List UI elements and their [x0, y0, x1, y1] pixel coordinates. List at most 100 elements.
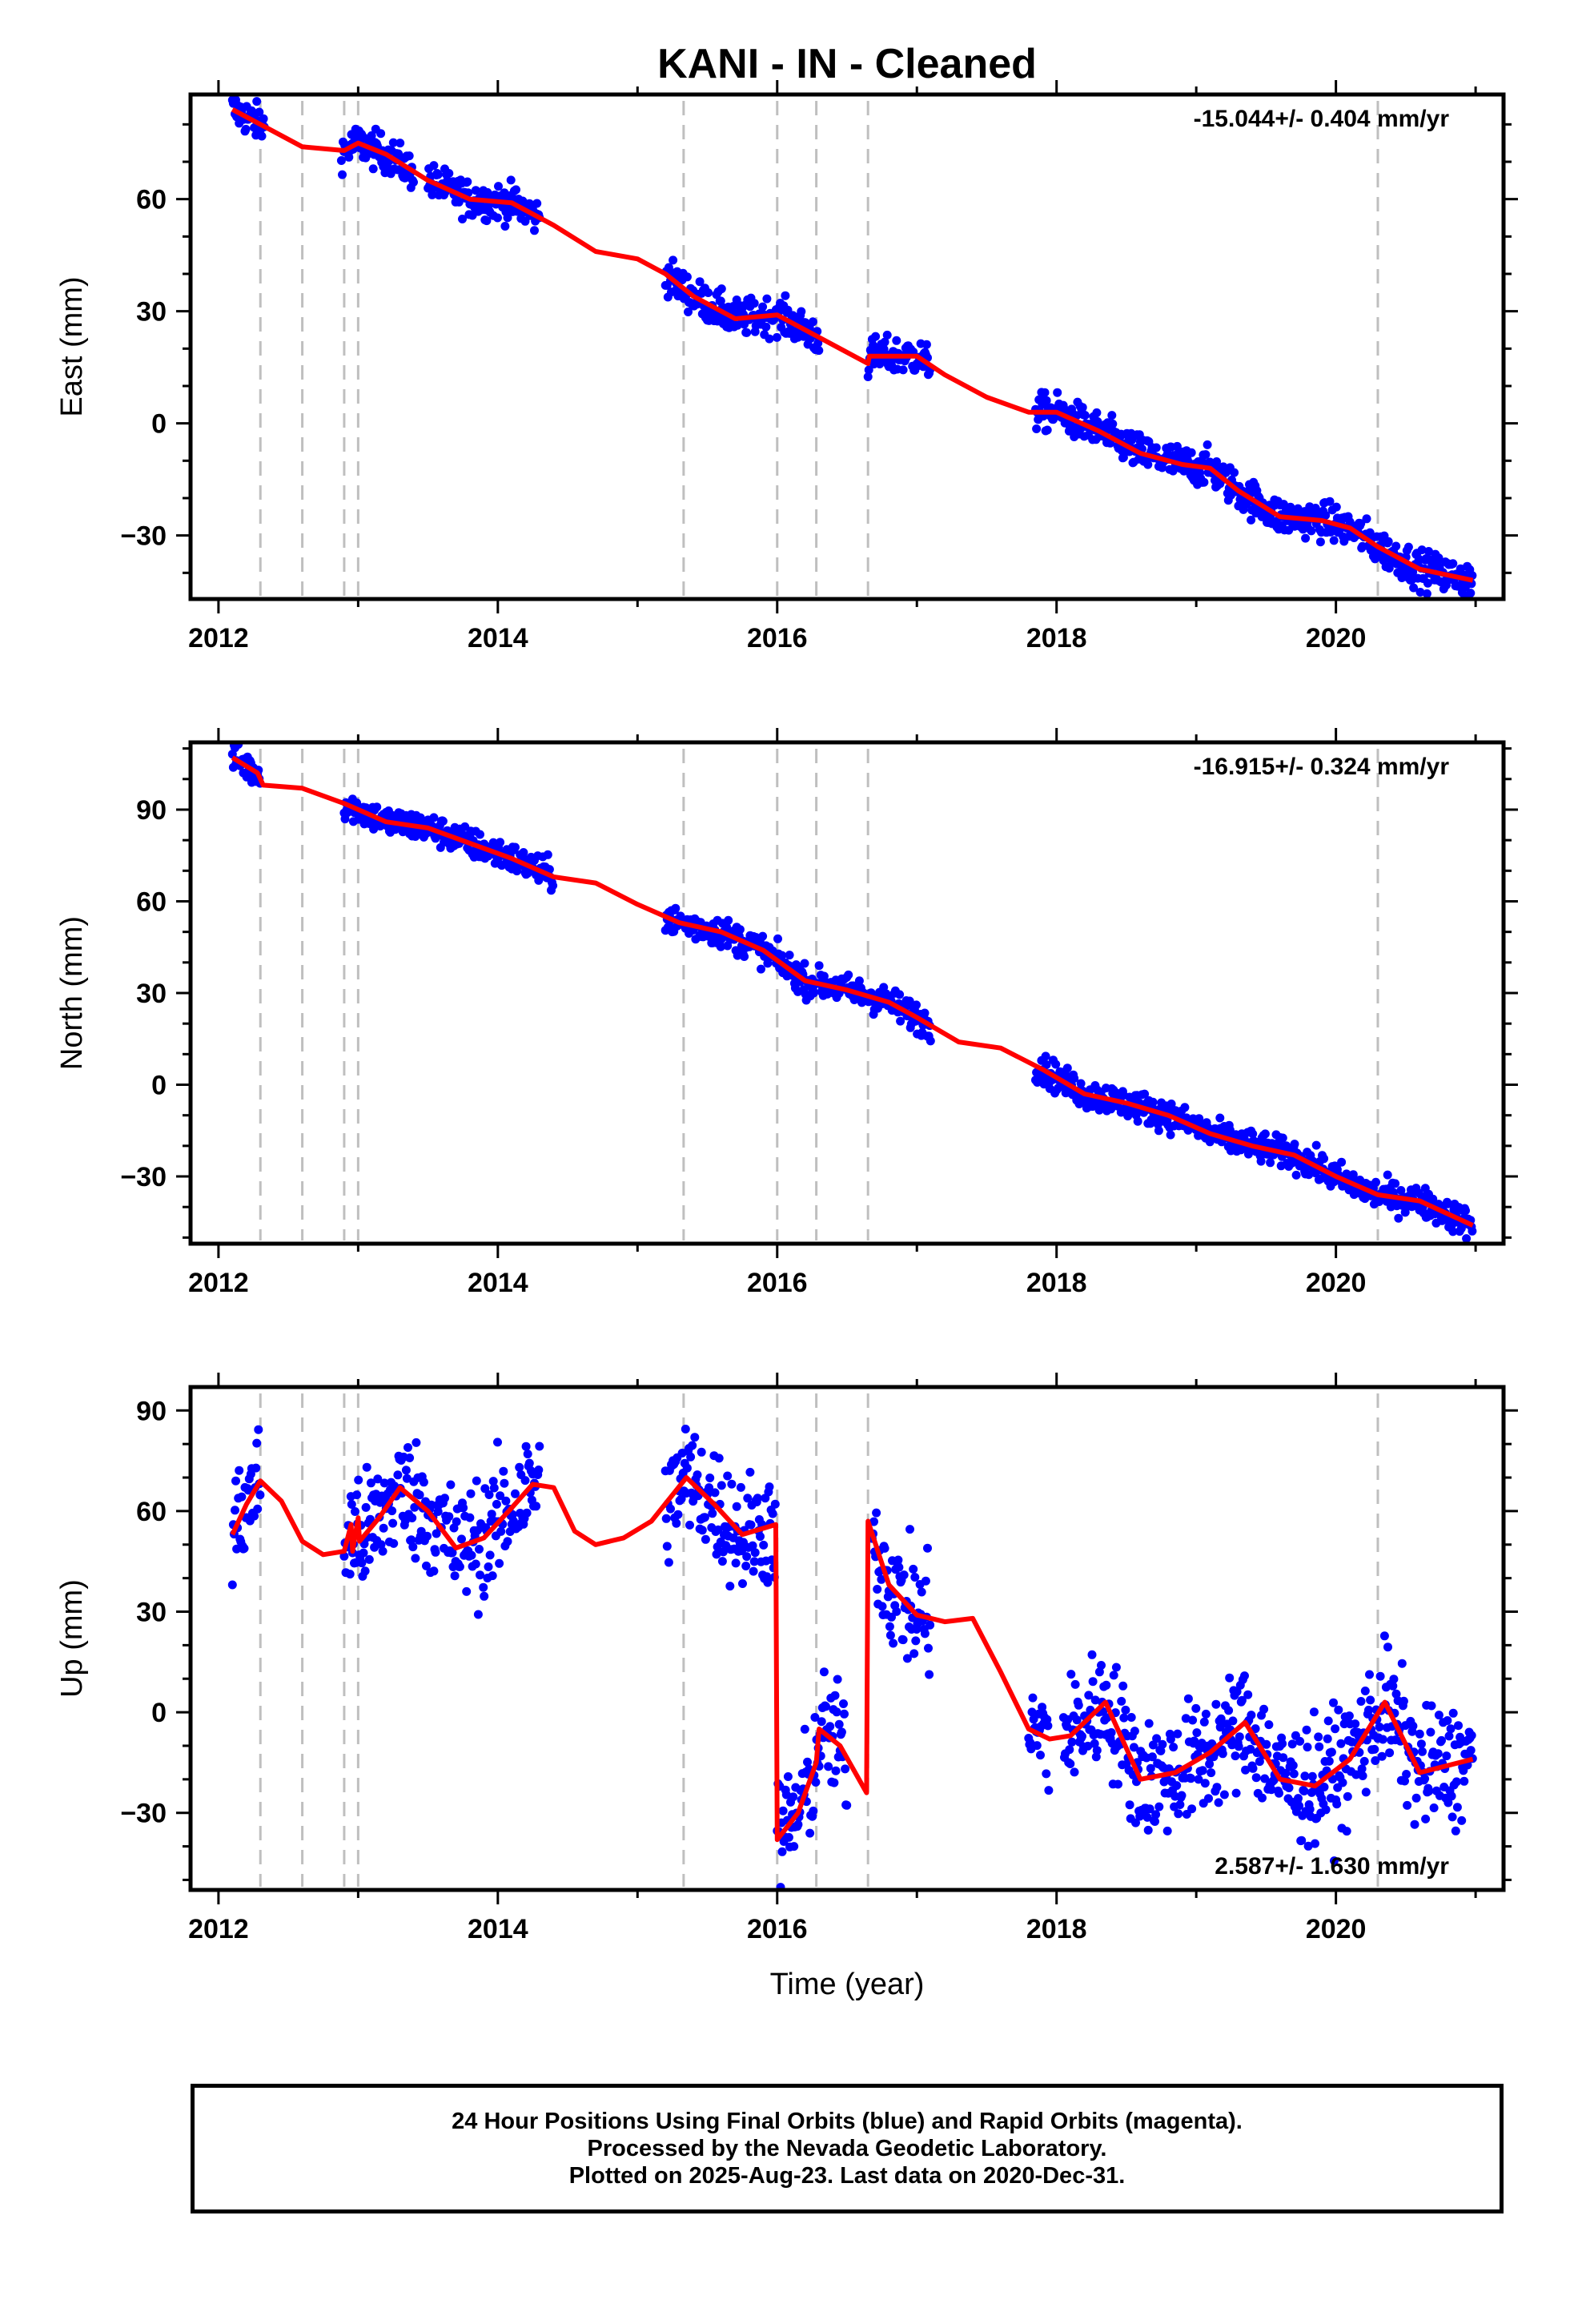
data-point — [1424, 547, 1433, 556]
data-point — [484, 1490, 494, 1499]
data-point — [1241, 1765, 1251, 1775]
data-point — [429, 161, 439, 171]
data-point — [1307, 1771, 1317, 1781]
data-point — [1177, 1791, 1186, 1800]
data-point — [459, 1503, 468, 1513]
data-point — [408, 1514, 417, 1522]
data-point — [681, 1425, 690, 1433]
data-point — [1203, 440, 1212, 449]
data-point — [1251, 1773, 1261, 1783]
data-point — [923, 1543, 932, 1553]
data-point — [1192, 1728, 1202, 1738]
data-point — [1388, 1681, 1398, 1691]
data-point — [235, 1466, 244, 1475]
data-point — [877, 1602, 887, 1611]
data-point — [1036, 1751, 1045, 1760]
data-point — [1169, 1743, 1178, 1752]
data-point — [824, 1762, 833, 1771]
data-point — [1251, 1724, 1260, 1734]
data-point — [781, 291, 790, 300]
data-point — [803, 1757, 812, 1767]
data-point — [1243, 1690, 1253, 1699]
data-point — [1321, 1805, 1331, 1815]
data-point — [1383, 1642, 1392, 1652]
data-point — [1042, 1769, 1051, 1779]
data-point — [748, 1541, 757, 1550]
data-point — [458, 215, 467, 223]
data-point — [344, 152, 354, 162]
data-point — [1446, 1724, 1456, 1734]
data-point — [347, 1500, 356, 1509]
data-point — [503, 213, 512, 223]
data-point — [1466, 1746, 1476, 1755]
data-point — [1361, 1787, 1371, 1797]
data-point — [1151, 443, 1161, 452]
data-point — [1154, 1802, 1164, 1811]
data-point — [898, 1635, 908, 1645]
data-point — [336, 156, 346, 165]
data-point — [1415, 588, 1425, 597]
data-point — [717, 284, 726, 294]
data-point — [772, 332, 781, 342]
data-point — [1329, 1698, 1338, 1707]
data-point — [825, 1722, 835, 1731]
data-point — [1181, 1714, 1191, 1723]
data-point — [746, 1520, 756, 1530]
data-point — [405, 1454, 415, 1462]
data-point — [1091, 1752, 1101, 1762]
data-point — [725, 1582, 735, 1591]
data-point — [1408, 1721, 1418, 1731]
data-point — [1305, 1804, 1315, 1814]
data-point — [1451, 1826, 1460, 1835]
data-point — [1212, 1783, 1222, 1792]
data-point — [1356, 1697, 1366, 1706]
y-tick-label: 90 — [136, 1396, 167, 1426]
data-point — [1066, 1670, 1076, 1679]
data-point — [910, 1573, 920, 1582]
data-point — [697, 1447, 706, 1457]
data-point — [1070, 1767, 1079, 1777]
data-point — [797, 307, 806, 316]
data-point — [1201, 450, 1211, 460]
data-point — [1362, 514, 1371, 524]
data-point — [500, 1478, 509, 1488]
data-point — [740, 952, 749, 961]
data-point — [864, 365, 873, 375]
data-point — [1051, 1059, 1061, 1069]
data-point — [368, 164, 378, 174]
data-point — [1214, 1798, 1223, 1807]
data-point — [1234, 1742, 1243, 1751]
data-point — [925, 1670, 934, 1679]
data-point — [1289, 1769, 1299, 1779]
data-point — [1215, 1113, 1225, 1123]
data-point — [1240, 1671, 1249, 1681]
data-point — [1145, 1804, 1154, 1814]
data-point — [783, 1772, 793, 1781]
data-point — [1394, 1213, 1403, 1223]
data-point — [1070, 1074, 1079, 1083]
data-point — [1108, 419, 1118, 428]
data-point — [410, 1502, 420, 1512]
data-point — [1424, 1787, 1434, 1796]
data-point — [1114, 1779, 1122, 1789]
y-tick-label: 30 — [136, 297, 167, 328]
data-point — [506, 175, 516, 185]
data-point — [911, 1636, 921, 1646]
data-point — [880, 1543, 889, 1553]
data-point — [1416, 1739, 1426, 1749]
data-point — [920, 1008, 930, 1018]
data-point — [1288, 1761, 1298, 1770]
data-point — [376, 1540, 386, 1550]
data-point — [370, 1542, 379, 1552]
data-point — [1303, 1841, 1313, 1851]
data-point — [487, 1510, 496, 1519]
data-point — [1262, 1739, 1271, 1749]
data-point — [1437, 1735, 1446, 1745]
data-point — [763, 959, 773, 968]
data-point — [1452, 1777, 1461, 1787]
footer-line-processor: Processed by the Nevada Geodetic Laborat… — [587, 2136, 1107, 2161]
data-point — [1070, 1679, 1080, 1689]
data-point — [1319, 1154, 1329, 1164]
data-point — [251, 1463, 261, 1473]
data-point — [895, 990, 905, 999]
